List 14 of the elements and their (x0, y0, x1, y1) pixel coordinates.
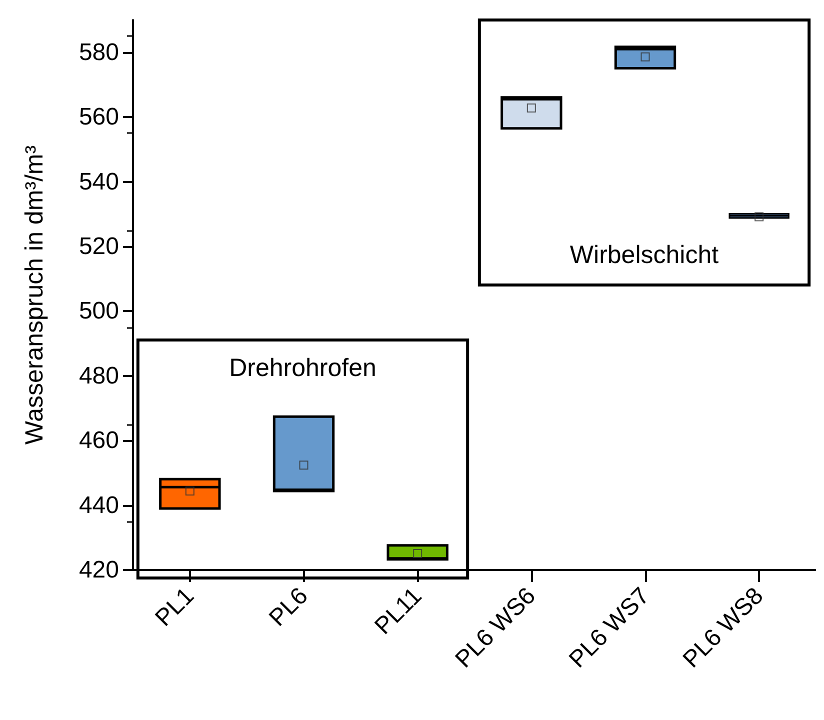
y-tick-label: 420 (78, 556, 119, 584)
y-tick-label: 580 (78, 38, 119, 66)
y-tick-label: 540 (78, 168, 119, 196)
annotation: Drehrohrofen (229, 354, 376, 382)
y-tick-label: 500 (78, 298, 119, 325)
y-tick-label: 460 (78, 427, 119, 454)
y-axis-title: Wasseranspruch in dm³/m³ (20, 145, 48, 445)
y-tick-label: 480 (78, 362, 119, 390)
x-tick-label: PL6 (264, 582, 314, 632)
y-tick-label: 440 (78, 492, 119, 519)
y-tick-label: 520 (78, 232, 119, 260)
x-tick-label: PL1 (150, 582, 200, 632)
y-tick-label: 560 (78, 104, 119, 131)
annotation: Wirbelschicht (570, 241, 719, 269)
